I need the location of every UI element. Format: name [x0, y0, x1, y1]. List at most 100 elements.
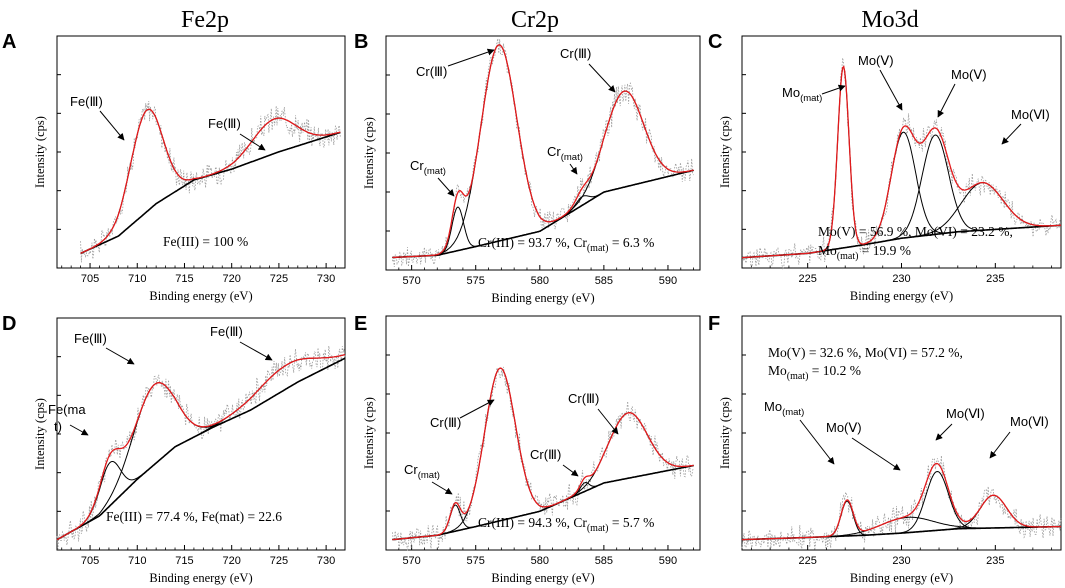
arrow-cr-mat-e: [431, 481, 453, 495]
panel-letter-b: B: [354, 31, 368, 53]
peak-label-mo-mat-f: Mo(mat): [764, 399, 804, 418]
arrow-mo-mat-c: [821, 84, 846, 95]
peak-label-mo-v-c2: Mo(Ⅴ): [951, 67, 987, 82]
x-tick-label: 570: [402, 555, 420, 567]
panel-b: 570 575 580 585 590 Binding energy (eV) Intens…: [362, 35, 701, 305]
y-axis-label: Intensity (cps): [362, 117, 376, 189]
peak-label-cr-mat-b1: Cr(mat): [410, 158, 446, 177]
x-tick-label: 715: [175, 555, 193, 567]
arrow-mo-vi-f2: [989, 431, 1011, 459]
x-tick-label: 720: [223, 555, 241, 567]
arrow-fe-iii-d2: [239, 341, 273, 361]
y-axis-label: Intensity (cps): [33, 398, 47, 470]
component-peak-line: [741, 134, 1061, 259]
peak-label-fe-mat-d-line1: Fe(ma: [48, 402, 86, 417]
x-tick-label: 730: [317, 273, 335, 285]
y-axis-label: Intensity (cps): [718, 397, 732, 469]
composition-note-d: Fe(III) = 77.4 %, Fe(mat) = 22.6: [106, 509, 282, 524]
composition-note-c2: Mo(mat) = 19.9 %: [818, 243, 911, 262]
peak-label-fe-iii-d2: Fe(Ⅲ): [210, 324, 243, 339]
fit-envelope-line: [392, 44, 694, 259]
x-tick-label: 705: [81, 273, 99, 285]
component-peak-line: [742, 470, 1061, 541]
panel-letter-a: A: [2, 31, 16, 53]
x-tick-label: 705: [81, 555, 99, 567]
plot-area: 705 710 715 720 725 730 Binding energy (eV) Int…: [33, 35, 346, 303]
composition-note-c1: Mo(V) = 56.9 %, Mo(VI) = 23.2 %,: [818, 224, 1013, 239]
x-tick-label: 225: [798, 273, 816, 285]
raw-spectrum-line: [741, 455, 1062, 551]
arrow-cr-iii-e3: [562, 464, 579, 477]
arrow-fe-iii-a2: [239, 133, 266, 151]
peak-label-fe-iii-a2: Fe(Ⅲ): [208, 116, 241, 131]
arrow-fe-iii-d1: [105, 347, 135, 365]
x-tick-label: 580: [531, 275, 549, 287]
x-axis-label: Binding energy (eV): [850, 289, 953, 303]
y-axis-label: Intensity (cps): [33, 116, 47, 188]
fit-envelope-line: [392, 367, 694, 541]
peak-label-cr-iii-e2: Cr(Ⅲ): [568, 391, 599, 406]
x-tick-label: 580: [531, 555, 549, 567]
composition-note-f2: Mo(mat) = 10.2 %: [768, 363, 861, 382]
x-tick-label: 715: [175, 273, 193, 285]
column-title-mo3d: Mo3d: [861, 7, 918, 33]
column-title-fe2p: Fe2p: [181, 7, 229, 33]
panel-letter-d: D: [2, 313, 16, 335]
x-tick-label: 710: [128, 555, 146, 567]
x-tick-label: 730: [317, 555, 335, 567]
x-axis-label: Binding energy (eV): [491, 571, 594, 585]
peak-label-cr-iii-e3: Cr(Ⅲ): [530, 447, 561, 462]
peak-label-fe-iii-a1: Fe(Ⅲ): [70, 94, 103, 109]
x-tick-label: 575: [467, 555, 485, 567]
peak-label-mo-vi-c: Mo(Ⅵ): [1011, 107, 1050, 122]
arrow-mo-v-f: [851, 437, 901, 471]
peak-label-cr-iii-b2: Cr(Ⅲ): [560, 46, 591, 61]
peak-label-cr-iii-b1: Cr(Ⅲ): [416, 64, 447, 79]
composition-note-f1: Mo(V) = 32.6 %, Mo(VI) = 57.2 %,: [768, 345, 963, 360]
x-tick-label: 710: [128, 273, 146, 285]
arrow-mo-mat-f: [799, 419, 835, 465]
x-axis-label: Binding energy (eV): [491, 291, 594, 305]
composition-note-b: Cr(III) = 93.7 %, Cr(mat) = 6.3 %: [478, 235, 654, 254]
x-tick-label: 570: [402, 275, 420, 287]
peak-label-mo-vi-f2: Mo(Ⅵ): [1010, 414, 1049, 429]
x-tick-label: 225: [798, 555, 816, 567]
panel-f: 225 230 235 Binding energy (eV) Intensity (c…: [718, 315, 1062, 585]
plot-area: 705 710 715 720 725 730 Binding energy (eV) Int…: [33, 317, 346, 585]
plot-area: 570 575 580 585 590 Binding energy (eV) Intens…: [362, 315, 701, 585]
panel-letter-c: C: [708, 31, 722, 53]
plot-area: 225 230 235 Binding energy (eV) Intensity (c…: [718, 315, 1062, 585]
peak-label-fe-iii-d1: Fe(Ⅲ): [74, 331, 107, 346]
arrow-mo-vi-c: [1001, 123, 1022, 145]
x-tick-label: 585: [595, 555, 613, 567]
composition-note-e: Cr(III) = 94.3 %, Cr(mat) = 5.7 %: [478, 515, 654, 534]
x-tick-label: 590: [659, 275, 677, 287]
raw-spectrum-line: [56, 345, 346, 550]
panel-d: 705 710 715 720 725 730 Binding energy (eV) Int…: [33, 317, 346, 585]
fit-envelope-line: [80, 108, 341, 254]
plot-area: 570 575 580 585 590 Binding energy (eV) Intens…: [362, 35, 701, 305]
arrow-cr-iii-b2: [588, 63, 616, 93]
fit-envelope-line: [741, 65, 1062, 259]
x-tick-label: 575: [467, 275, 485, 287]
x-tick-label: 235: [986, 555, 1004, 567]
arrow-cr-iii-e1: [459, 399, 495, 419]
arrow-mo-v-c2: [937, 83, 956, 118]
peak-label-cr-iii-e1: Cr(Ⅲ): [430, 415, 461, 430]
peak-label-mo-mat-c: Mo(mat): [782, 85, 822, 104]
x-tick-label: 230: [892, 555, 910, 567]
x-axis-label: Binding energy (eV): [850, 571, 953, 585]
y-axis-label: Intensity (cps): [718, 116, 732, 188]
panel-letter-e: E: [354, 313, 367, 335]
x-tick-label: 725: [270, 273, 288, 285]
y-axis-label: Intensity (cps): [362, 397, 376, 469]
raw-spectrum-line: [392, 366, 694, 552]
panel-e: 570 575 580 585 590 Binding energy (eV) Intens…: [362, 315, 701, 585]
composition-note-a: Fe(III) = 100 %: [163, 234, 248, 249]
x-tick-label: 590: [659, 555, 677, 567]
arrow-cr-iii-e2: [597, 408, 619, 435]
arrow-mo-v-c1: [879, 69, 903, 111]
arrow-cr-mat-b1: [437, 177, 455, 197]
peak-label-cr-mat-b2: Cr(mat): [547, 144, 583, 163]
